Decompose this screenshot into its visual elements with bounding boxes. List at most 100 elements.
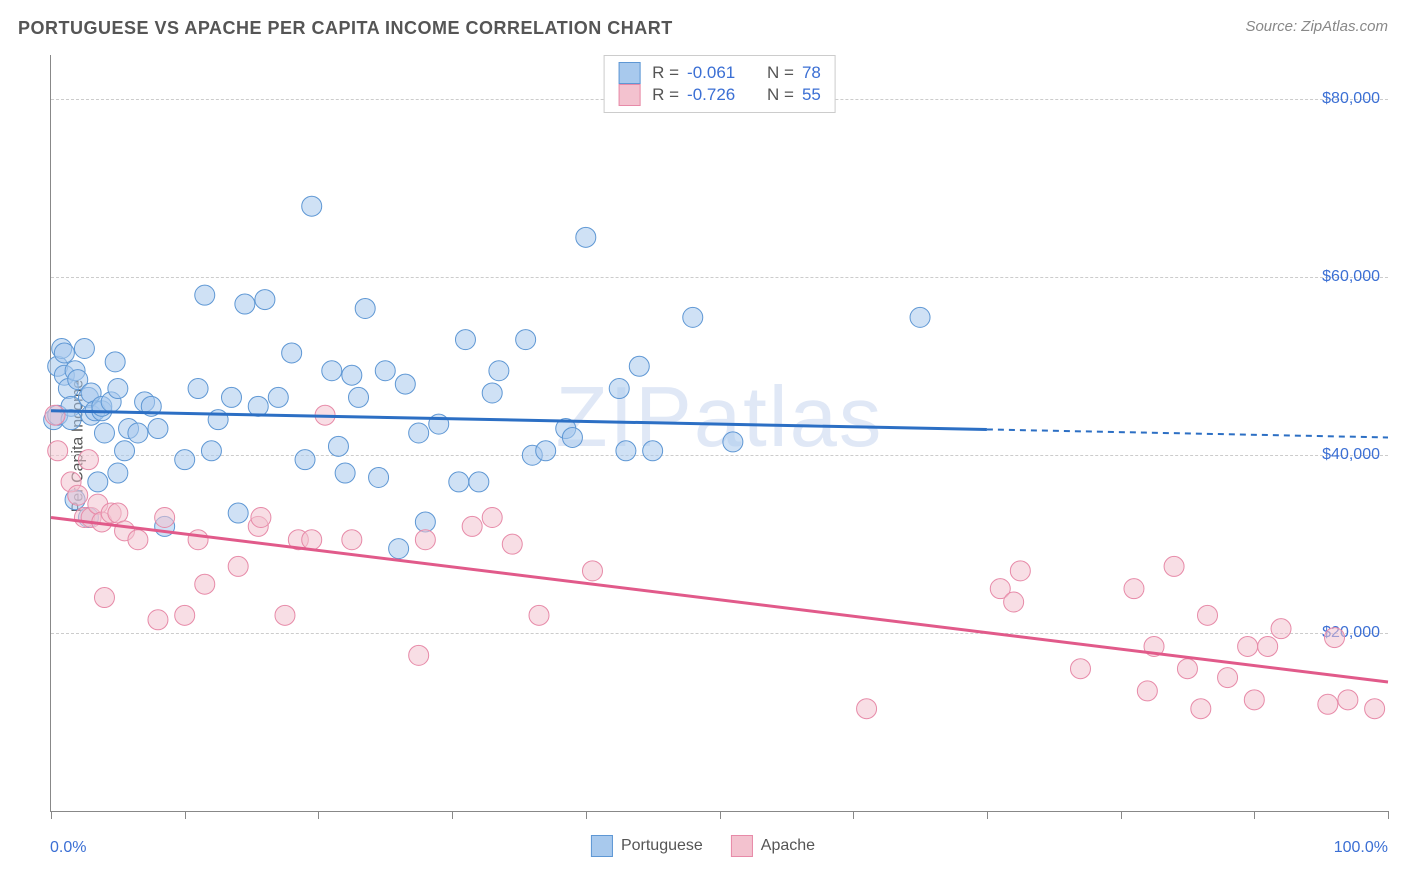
data-point [45, 405, 65, 425]
data-point [1010, 561, 1030, 581]
n-value-apache: 55 [802, 85, 821, 105]
data-point [910, 307, 930, 327]
plot-svg [51, 55, 1388, 811]
legend-label: Portuguese [621, 837, 703, 855]
data-point [562, 427, 582, 447]
data-point [282, 343, 302, 363]
data-point [335, 463, 355, 483]
data-point [235, 294, 255, 314]
data-point [74, 339, 94, 359]
data-point [54, 343, 74, 363]
data-point [629, 356, 649, 376]
x-tick [1254, 811, 1255, 819]
data-point [1238, 636, 1258, 656]
data-point [195, 285, 215, 305]
data-point [48, 441, 68, 461]
data-point [78, 450, 98, 470]
chart-container: PORTUGUESE VS APACHE PER CAPITA INCOME C… [0, 0, 1406, 892]
data-point [108, 503, 128, 523]
data-point [616, 441, 636, 461]
data-point [375, 361, 395, 381]
data-point [268, 387, 288, 407]
data-point [462, 516, 482, 536]
data-point [482, 507, 502, 527]
data-point [228, 556, 248, 576]
data-point [582, 561, 602, 581]
data-point [115, 441, 135, 461]
data-point [302, 196, 322, 216]
data-point [1244, 690, 1264, 710]
data-point [228, 503, 248, 523]
x-tick [318, 811, 319, 819]
plot-area: ZIPatlas R = -0.061 N = 78 R = -0.726 N … [50, 55, 1388, 812]
legend-swatch-apache [618, 84, 640, 106]
x-tick [51, 811, 52, 819]
x-tick [586, 811, 587, 819]
x-tick [1388, 811, 1389, 819]
data-point [1191, 699, 1211, 719]
data-point [395, 374, 415, 394]
source-attribution: Source: ZipAtlas.com [1245, 18, 1388, 35]
data-point [188, 530, 208, 550]
data-point [155, 507, 175, 527]
data-point [576, 227, 596, 247]
data-point [295, 450, 315, 470]
data-point [482, 383, 502, 403]
correlation-legend-row: R = -0.726 N = 55 [618, 84, 821, 106]
data-point [355, 298, 375, 318]
data-point [108, 463, 128, 483]
data-point [1318, 694, 1338, 714]
data-point [415, 512, 435, 532]
data-point [251, 507, 271, 527]
data-point [94, 588, 114, 608]
data-point [529, 605, 549, 625]
data-point [302, 530, 322, 550]
x-tick [452, 811, 453, 819]
data-point [1177, 659, 1197, 679]
data-point [128, 423, 148, 443]
data-point [175, 605, 195, 625]
data-point [1338, 690, 1358, 710]
r-value-portuguese: -0.061 [687, 63, 747, 83]
data-point [415, 530, 435, 550]
data-point [201, 441, 221, 461]
data-point [609, 379, 629, 399]
data-point [108, 379, 128, 399]
data-point [1198, 605, 1218, 625]
data-point [369, 467, 389, 487]
data-point [723, 432, 743, 452]
x-axis-max-label: 100.0% [1334, 839, 1388, 857]
data-point [1137, 681, 1157, 701]
x-axis-min-label: 0.0% [50, 839, 86, 857]
legend-swatch-portuguese [591, 835, 613, 857]
data-point [188, 379, 208, 399]
data-point [68, 485, 88, 505]
data-point [195, 574, 215, 594]
legend-item-apache: Apache [731, 835, 815, 857]
x-tick [853, 811, 854, 819]
data-point [175, 450, 195, 470]
data-point [489, 361, 509, 381]
legend-label: Apache [761, 837, 815, 855]
data-point [1365, 699, 1385, 719]
data-point [409, 423, 429, 443]
data-point [105, 352, 125, 372]
correlation-legend-row: R = -0.061 N = 78 [618, 62, 821, 84]
trend-line-dashed [987, 429, 1388, 437]
data-point [221, 387, 241, 407]
x-tick [987, 811, 988, 819]
data-point [1258, 636, 1278, 656]
data-point [1070, 659, 1090, 679]
x-tick [185, 811, 186, 819]
legend-item-portuguese: Portuguese [591, 835, 703, 857]
data-point [1271, 619, 1291, 639]
data-point [255, 290, 275, 310]
data-point [1124, 579, 1144, 599]
data-point [1325, 628, 1345, 648]
data-point [409, 645, 429, 665]
data-point [1004, 592, 1024, 612]
data-point [322, 361, 342, 381]
data-point [857, 699, 877, 719]
data-point [536, 441, 556, 461]
data-point [643, 441, 663, 461]
